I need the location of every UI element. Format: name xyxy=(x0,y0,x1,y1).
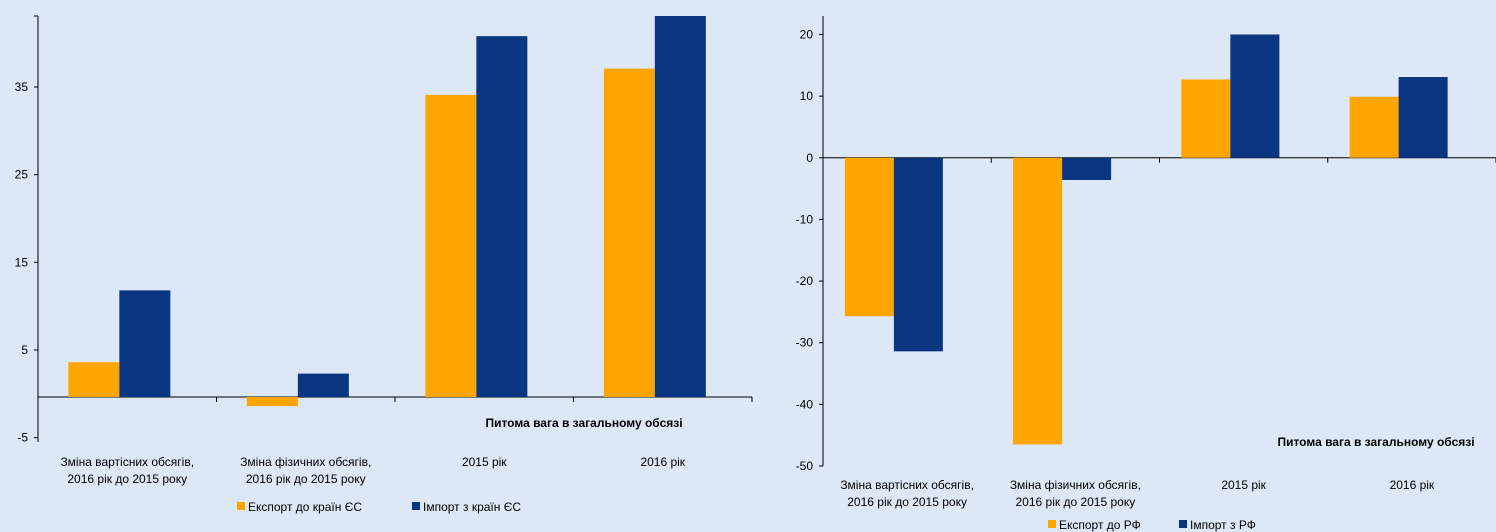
x-tick-label: Зміна вартісних обсягів, xyxy=(840,478,974,492)
legend-label: Експорт до РФ xyxy=(1059,518,1141,532)
bar xyxy=(68,362,120,397)
bar xyxy=(476,36,528,397)
y-tick-label: -40 xyxy=(796,397,814,411)
chart-annotation: Питома вага в загальному обсязі xyxy=(485,416,682,430)
bar xyxy=(654,16,706,397)
bar xyxy=(246,397,298,407)
bar xyxy=(297,373,349,397)
bar xyxy=(844,157,894,317)
legend-label: Імпорт з країн ЄС xyxy=(423,500,521,514)
eu-trade-chart: -5 5 15 25 35 Зміна вартісних обсягів, 2016 рі… xyxy=(15,15,753,514)
y-tick-label: -30 xyxy=(796,336,814,350)
y-tick-label: -20 xyxy=(796,274,814,288)
x-tick-label: 2016 рік xyxy=(1390,478,1435,492)
x-tick-label: 2016 рік до 2015 року xyxy=(847,495,967,509)
y-tick-label: -10 xyxy=(796,212,814,226)
x-tick-label: Зміна фізичних обсягів, xyxy=(240,455,371,469)
x-tick-label: 2016 рік до 2015 року xyxy=(246,472,366,486)
bar xyxy=(603,68,655,397)
y-tick-label: 35 xyxy=(15,80,29,94)
y-tick-label: 10 xyxy=(800,89,814,103)
russia-trade-chart: -50 -40 -30 -20 -10 0 10 20 Зміна вартісних обся… xyxy=(796,16,1496,532)
bar xyxy=(1398,77,1448,158)
bar xyxy=(1230,34,1280,158)
x-tick-label: 2015 рік xyxy=(462,455,507,469)
y-tick-label: -50 xyxy=(796,459,814,473)
x-tick-label: Зміна фізичних обсягів, xyxy=(1010,478,1141,492)
x-tick-label: 2016 рік до 2015 року xyxy=(1016,495,1136,509)
bar xyxy=(1062,157,1112,180)
x-tick-label: 2016 рік до 2015 року xyxy=(67,472,187,486)
bar xyxy=(1181,79,1231,158)
bar xyxy=(1013,157,1063,445)
x-tick-label: Зміна вартісних обсягів, xyxy=(60,455,194,469)
chart-annotation: Питома вага в загальному обсязі xyxy=(1277,435,1474,449)
x-tick-label: 2016 рік xyxy=(640,455,685,469)
bar xyxy=(119,290,171,397)
y-tick-label: 5 xyxy=(21,343,28,357)
legend-swatch xyxy=(1179,520,1187,528)
y-tick-label: 15 xyxy=(15,255,29,269)
legend-swatch xyxy=(237,502,245,510)
y-tick-label: 20 xyxy=(800,27,814,41)
bar xyxy=(425,94,477,397)
legend-swatch xyxy=(1048,520,1056,528)
legend-label: Імпорт з РФ xyxy=(1190,518,1256,532)
legend-label: Експорт до країн ЄС xyxy=(248,500,362,514)
y-tick-label: -5 xyxy=(17,431,28,445)
bar xyxy=(893,157,943,352)
x-tick-label: 2015 рік xyxy=(1221,478,1266,492)
y-tick-label: 25 xyxy=(15,168,29,182)
legend-swatch xyxy=(412,502,420,510)
bar xyxy=(1349,96,1399,158)
y-tick-label: 0 xyxy=(806,151,813,165)
